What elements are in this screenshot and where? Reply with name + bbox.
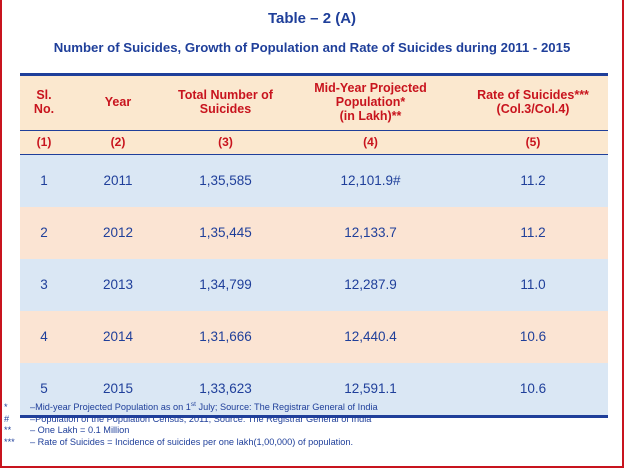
header-sl-line1: Sl. [36, 88, 52, 103]
header-suicides-line2: Suicides [199, 102, 252, 116]
footnote-text-end: July; Source: The Registrar General of I… [195, 402, 378, 412]
table-row: 3 2013 1,34,799 12,287.9 11.0 [20, 259, 608, 311]
cell-rate: 10.6 [519, 328, 547, 344]
cell-rate: 11.0 [520, 276, 546, 292]
footnote: # –Population of the Population Census, … [4, 414, 604, 426]
cell-sl-no: 5 [40, 380, 48, 396]
cell-sl-no: 2 [40, 224, 48, 240]
header-population-line3: (in Lakh)** [339, 108, 402, 123]
cell-suicides: 1,33,623 [199, 380, 252, 396]
header-sl-no: Sl. No. [20, 76, 68, 130]
frame-right-border [622, 0, 624, 468]
footnote-superscript: st [190, 400, 196, 408]
column-number: (1) [36, 134, 52, 149]
cell-suicides: 1,35,585 [199, 172, 252, 188]
cell-sl-no: 3 [40, 276, 48, 292]
frame-left-border [0, 0, 2, 468]
footnote-text: –Population of the Population Census, 20… [30, 413, 372, 424]
table-label: Table – 2 (A) [267, 10, 357, 27]
column-number: (4) [363, 134, 378, 149]
cell-suicides: 1,35,445 [199, 224, 252, 240]
cell-population: 12,591.1 [344, 380, 397, 396]
footnote: * –Mid-year Projected Population as on 1… [4, 400, 604, 414]
footnote-text-start: –Mid-year Projected Population as on 1 [30, 402, 191, 412]
header-population: Mid-Year Projected Population* (in Lakh)** [283, 76, 458, 130]
cell-sl-no: 1 [40, 172, 48, 188]
column-number: (3) [218, 134, 233, 149]
cell-suicides: 1,31,666 [199, 328, 252, 344]
cell-suicides: 1,34,799 [199, 276, 252, 292]
column-number: (2) [110, 134, 126, 149]
table-header-row: Sl. No. Year Total Number of Suicides Mid-… [20, 76, 608, 130]
cell-population: 12,133.7 [344, 224, 397, 240]
data-table: Sl. No. Year Total Number of Suicides Mid-… [20, 73, 608, 418]
table-row: 1 2011 1,35,585 12,101.9# 11.2 [20, 155, 608, 207]
footnote-text: –Mid-year Projected Population as on 1st… [30, 400, 378, 414]
header-total-suicides: Total Number of Suicides [168, 76, 283, 130]
header-year: Year [68, 76, 168, 130]
footnote-mark: *** [4, 436, 15, 447]
cell-year: 2014 [102, 328, 134, 344]
footnote-mark: # [4, 413, 10, 424]
header-year-label: Year [104, 95, 132, 110]
header-suicides-line1: Total Number of [178, 88, 273, 103]
cell-sl-no: 4 [40, 328, 48, 344]
footnote-text: – One Lakh = 0.1 Million [30, 425, 130, 436]
cell-year: 2013 [102, 276, 134, 292]
cell-year: 2011 [103, 172, 133, 188]
footnotes: * –Mid-year Projected Population as on 1… [4, 400, 604, 449]
column-number-row: (1) (2) (3) (4) (5) [20, 130, 608, 155]
footnote: *** – Rate of Suicides = Incidence of su… [4, 437, 604, 449]
cell-population: 12,440.4 [344, 328, 397, 344]
cell-rate: 11.2 [520, 224, 546, 240]
header-rate-line2: (Col.3/Col.4) [496, 102, 570, 116]
cell-rate: 11.2 [520, 172, 546, 188]
footnote-text: – Rate of Suicides = Incidence of suicid… [30, 436, 354, 447]
cell-population: 12,101.9# [340, 172, 401, 188]
table-title: Number of Suicides, Growth of Population… [53, 40, 571, 55]
column-number: (5) [525, 134, 541, 149]
table-row: 4 2014 1,31,666 12,440.4 10.6 [20, 311, 608, 363]
cell-rate: 10.6 [519, 380, 547, 396]
table-row: 5 2015 1,33,623 12,591.1 10.6 [20, 363, 608, 415]
table-row: 2 2012 1,35,445 12,133.7 11.2 [20, 207, 608, 259]
footnote-mark: ** [4, 425, 12, 436]
cell-year: 2015 [102, 380, 134, 396]
header-population-line2: Population* [335, 95, 406, 110]
cell-population: 12,287.9 [344, 276, 397, 292]
footnote: ** – One Lakh = 0.1 Million [4, 425, 604, 437]
frame-bottom-border [0, 466, 624, 468]
header-population-line1: Mid-Year Projected [314, 81, 427, 96]
header-sl-line2: No. [33, 102, 55, 116]
header-rate: Rate of Suicides*** (Col.3/Col.4) [458, 76, 608, 130]
footnote-mark: * [4, 402, 8, 412]
header-rate-line1: Rate of Suicides*** [477, 88, 589, 103]
cell-year: 2012 [102, 224, 134, 240]
